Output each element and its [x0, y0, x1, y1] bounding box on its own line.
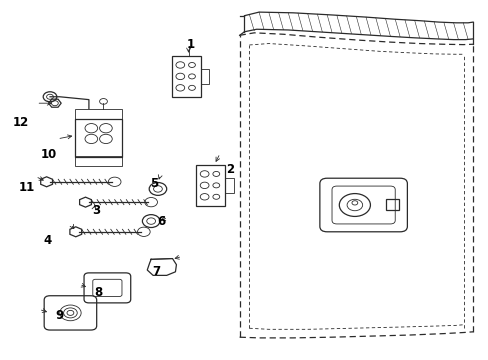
Text: 2: 2 — [225, 163, 233, 176]
Text: 4: 4 — [43, 234, 52, 247]
Text: 9: 9 — [56, 309, 64, 322]
Bar — [224, 178, 233, 193]
Bar — [171, 56, 201, 97]
Text: 1: 1 — [186, 38, 195, 51]
Text: 12: 12 — [13, 116, 29, 129]
Text: 6: 6 — [158, 215, 165, 228]
Text: 5: 5 — [150, 177, 158, 190]
Bar — [385, 199, 398, 210]
Bar — [201, 69, 209, 84]
Bar — [75, 109, 122, 119]
Text: 7: 7 — [152, 265, 160, 278]
Text: 10: 10 — [41, 148, 57, 162]
Text: 3: 3 — [92, 204, 100, 217]
Bar — [75, 156, 122, 166]
Text: 8: 8 — [94, 286, 102, 299]
Bar — [196, 165, 224, 206]
Bar — [75, 119, 122, 157]
Text: 11: 11 — [19, 181, 35, 194]
